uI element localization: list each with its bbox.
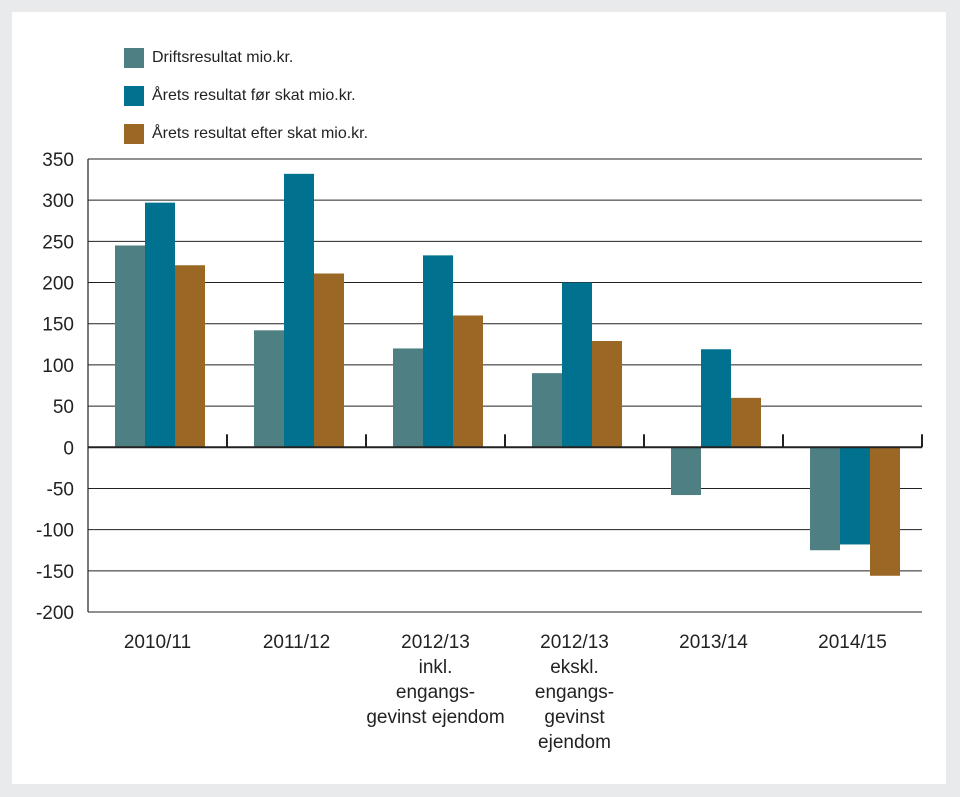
chart-panel: Driftsresultat mio.kr. Årets resultat fø… — [12, 12, 946, 784]
bar — [453, 315, 483, 448]
legend-item-efter-skat: Årets resultat efter skat mio.kr. — [124, 124, 368, 144]
bar — [562, 282, 592, 448]
x-tick-label: gevinst ejendom — [366, 707, 504, 728]
bar — [870, 447, 900, 576]
x-tick-label: 2012/13 — [540, 632, 609, 653]
y-tick-label: -100 — [36, 521, 74, 542]
bar — [840, 447, 870, 545]
bar — [671, 447, 701, 496]
x-tick-label: engangs- — [396, 682, 475, 703]
y-tick-label: 0 — [63, 438, 74, 459]
bar — [810, 447, 840, 551]
bar — [423, 255, 453, 448]
x-tick-label: 2012/13 — [401, 632, 470, 653]
bar — [254, 330, 284, 448]
y-tick-label: 350 — [42, 150, 74, 171]
x-tick-label: ejendom — [538, 732, 611, 753]
y-tick-label: 150 — [42, 315, 74, 336]
legend-swatch-foer-skat — [124, 86, 144, 106]
x-tick-label: 2013/14 — [679, 632, 748, 653]
y-tick-label: 300 — [42, 191, 74, 212]
x-tick-label: engangs- — [535, 682, 614, 703]
legend-item-foer-skat: Årets resultat før skat mio.kr. — [124, 86, 368, 106]
legend-label-foer-skat: Årets resultat før skat mio.kr. — [152, 87, 356, 104]
x-tick-label: 2010/11 — [124, 632, 191, 653]
legend-swatch-efter-skat — [124, 124, 144, 144]
legend-swatch-driftsresultat — [124, 48, 144, 68]
y-tick-label: 100 — [42, 356, 74, 377]
x-tick-label: inkl. — [419, 657, 453, 678]
legend-label-driftsresultat: Driftsresultat mio.kr. — [152, 49, 294, 66]
bar — [592, 341, 622, 448]
bar — [393, 348, 423, 448]
bar — [145, 202, 175, 448]
bar — [115, 245, 145, 448]
y-tick-label: -200 — [36, 603, 74, 624]
x-tick-label: 2011/12 — [263, 632, 330, 653]
x-tick-label: 2014/15 — [818, 632, 887, 653]
y-tick-label: -50 — [47, 479, 74, 500]
legend-label-efter-skat: Årets resultat efter skat mio.kr. — [152, 125, 369, 142]
legend: Driftsresultat mio.kr. Årets resultat fø… — [124, 48, 368, 162]
bar — [284, 173, 314, 448]
bar — [532, 373, 562, 448]
legend-item-driftsresultat: Driftsresultat mio.kr. — [124, 48, 368, 68]
y-tick-label: -150 — [36, 562, 74, 583]
y-tick-label: 250 — [42, 232, 74, 253]
bar — [175, 265, 205, 448]
y-tick-label: 200 — [42, 274, 74, 295]
x-tick-label: ekskl. — [550, 657, 599, 678]
bar — [731, 397, 761, 448]
bar — [314, 273, 344, 448]
x-tick-label: gevinst — [544, 707, 605, 728]
bar — [701, 349, 731, 448]
bar-chart: 350 300 250 200 150 100 50 0 -50 -100 -150 -200 2010… — [36, 150, 923, 753]
y-tick-label: 50 — [53, 397, 74, 418]
